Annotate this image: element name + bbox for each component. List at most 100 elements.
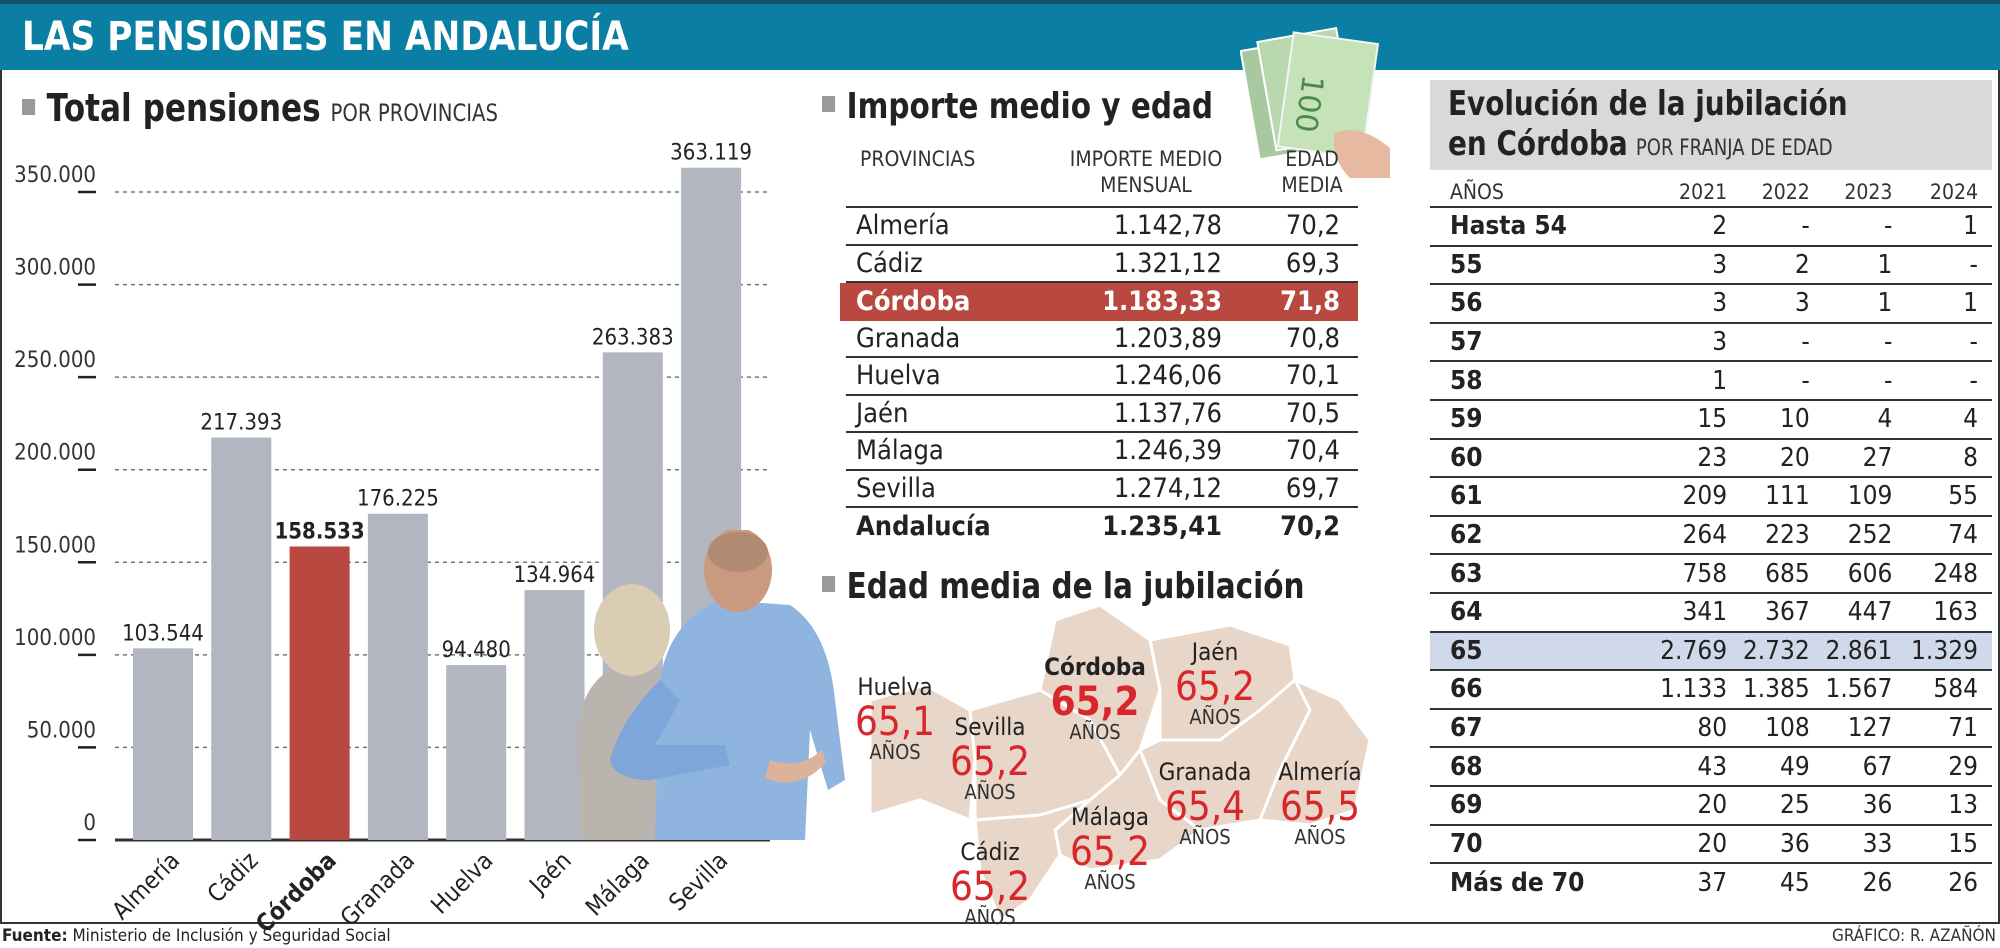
evolution-title-line1: Evolución de la jubilación <box>1448 84 1848 124</box>
evolution-value-cell: 13 <box>1948 790 1978 821</box>
bar-value-label: 94.480 <box>442 638 511 663</box>
evolution-row: 65 2.769 2.732 2.861 1.329 <box>1430 632 1992 672</box>
evolution-age-cell: 57 <box>1450 327 1483 358</box>
andalucia-map: Huelva65,1AÑOSSevilla65,2AÑOSCórdoba65,2… <box>855 603 1372 929</box>
evolution-value-cell: 584 <box>1933 674 1978 705</box>
evolution-value-cell: 20 <box>1697 828 1728 859</box>
importe-row: Huelva 1.246,06 70,1 <box>846 358 1358 396</box>
evolution-value-cell: 15 <box>1948 828 1978 859</box>
evolution-value-cell: 26 <box>1948 868 1978 899</box>
x-category-label: Huelva <box>425 846 498 919</box>
evolution-value-cell: 10 <box>1780 404 1810 435</box>
evolution-value-cell: 3 <box>1712 327 1728 358</box>
evolution-value-cell: - <box>1801 365 1810 396</box>
bar-jaén <box>524 590 585 840</box>
header-anos: AÑOS <box>1450 180 1504 204</box>
evolution-title-box: Evolución de la jubilación en Córdoba POR… <box>1430 80 1992 170</box>
x-category-label: Jaén <box>523 846 577 900</box>
bar-value-label: 158.533 <box>275 519 365 544</box>
map-province-value: 65,2 <box>1051 679 1140 725</box>
map-province-unit: AÑOS <box>964 905 1015 929</box>
source-text: Ministerio de Inclusión y Seguridad Soci… <box>72 926 391 946</box>
x-category-label: Cádiz <box>202 846 264 908</box>
evolution-age-cell: 58 <box>1450 365 1483 396</box>
bullet-square-icon <box>822 576 836 592</box>
euro-banknotes-illustration: 100 <box>1240 26 1390 178</box>
evolution-value-cell: - <box>1969 249 1978 280</box>
evolution-age-cell: 65 <box>1450 635 1483 666</box>
source-label: Fuente: <box>2 926 68 946</box>
elderly-couple-illustration <box>578 530 845 840</box>
map-regions <box>868 603 1372 923</box>
evolution-age-cell: 56 <box>1450 288 1483 319</box>
bullet-square-icon <box>822 96 836 112</box>
y-tick-label: 350.000 <box>14 163 96 188</box>
svg-text:100: 100 <box>1287 73 1330 135</box>
evolution-value-cell: 163 <box>1933 597 1978 628</box>
region-cadiz <box>973 798 1091 923</box>
header-edad-line2: MEDIA <box>1281 173 1343 197</box>
evolution-value-cell: 341 <box>1682 597 1728 628</box>
bar-huelva <box>446 665 507 840</box>
bar-value-label: 134.964 <box>514 563 596 588</box>
importe-cell-amount: 1.246,39 <box>1113 435 1222 467</box>
evolution-age-cell: 60 <box>1450 442 1483 473</box>
evolution-value-cell: 111 <box>1765 481 1810 512</box>
evolution-value-cell: 27 <box>1862 442 1893 473</box>
evolution-subtitle: POR FRANJA DE EDAD <box>1635 136 1833 161</box>
total-title-text: Total pensiones <box>46 86 321 130</box>
evolution-value-cell: 55 <box>1948 481 1978 512</box>
importe-cell-amount: 1.203,89 <box>1113 322 1222 354</box>
evolution-age-cell: 59 <box>1450 404 1483 435</box>
importe-cell-amount: 1.137,76 <box>1113 397 1222 429</box>
bars-layer <box>133 167 742 840</box>
header-2022: 2022 <box>1761 180 1810 204</box>
importe-cell-age: 69,3 <box>1285 247 1340 279</box>
evolution-row: 59 15 10 4 4 <box>1430 401 1992 440</box>
header-importe: IMPORTE MEDIO MENSUAL <box>1046 146 1246 206</box>
evolution-value-cell: 33 <box>1862 828 1893 859</box>
importe-cell-age: 70,1 <box>1285 360 1340 392</box>
evolution-value-cell: 1.567 <box>1825 674 1893 705</box>
bar-value-label: 363.119 <box>670 141 752 166</box>
header-provincias: PROVINCIAS <box>860 147 976 171</box>
bar-value-label: 176.225 <box>357 487 439 512</box>
evolution-title-line2: en Córdoba <box>1448 124 1628 164</box>
importe-cell-age: 70,2 <box>1285 210 1340 242</box>
importe-cell-age: 71,8 <box>1280 286 1340 318</box>
importe-row: Málaga 1.246,39 70,4 <box>846 433 1358 471</box>
evolution-age-cell: Hasta 54 <box>1450 211 1567 242</box>
importe-total-row: Andalucía 1.235,41 70,2 <box>846 508 1358 546</box>
map-province-value: 65,4 <box>1165 784 1245 830</box>
y-tick-label: 250.000 <box>14 348 96 373</box>
map-province-name: Málaga <box>1071 803 1149 831</box>
map-province-name: Sevilla <box>954 713 1025 741</box>
total-subtitle: POR PROVINCIAS <box>330 99 499 127</box>
evolution-row: 58 1 - - - <box>1430 362 1992 401</box>
map-province-value: 65,2 <box>950 864 1030 910</box>
importe-cell-province: Almería <box>856 210 950 242</box>
evolution-age-cell: 63 <box>1450 558 1483 589</box>
evolution-value-cell: 26 <box>1862 868 1893 899</box>
bar-value-label: 217.393 <box>200 411 282 436</box>
evolution-value-cell: 2.769 <box>1660 635 1728 666</box>
evolution-value-cell: - <box>1801 327 1810 358</box>
importe-row: Granada 1.203,89 70,8 <box>846 321 1358 358</box>
x-category-label: Málaga <box>580 846 655 921</box>
evolution-value-cell: 45 <box>1780 868 1810 899</box>
evolution-table: AÑOS 2021 2022 2023 2024 Hasta 54 2- -1 55 3… <box>1430 176 1992 903</box>
page-title: LAS PENSIONES EN ANDALUCÍA <box>22 14 629 60</box>
evolution-value-cell: 685 <box>1765 558 1810 589</box>
evolution-value-cell: 1.133 <box>1660 674 1728 705</box>
evolution-value-cell: 23 <box>1697 442 1728 473</box>
evolution-value-cell: 8 <box>1963 442 1978 473</box>
x-category-label: Sevilla <box>663 846 733 916</box>
evolution-age-cell: 55 <box>1450 249 1483 280</box>
map-province-value: 65,5 <box>1280 784 1360 830</box>
importe-section-title: Importe medio y edad <box>822 86 1213 127</box>
map-province-name: Córdoba <box>1044 653 1146 681</box>
x-category-label: Córdoba <box>250 846 342 930</box>
evolution-value-cell: 37 <box>1697 868 1728 899</box>
importe-cell-province: Granada <box>856 322 961 354</box>
total-amount: 1.235,41 <box>1102 511 1222 543</box>
